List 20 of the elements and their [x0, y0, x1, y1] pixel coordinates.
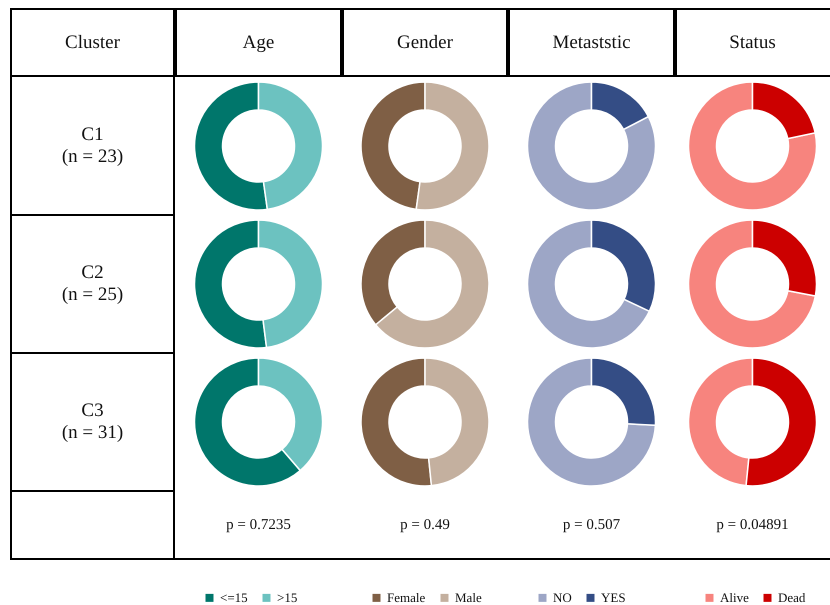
text: p = 0.507 — [562, 516, 622, 535]
legend-label: Female — [387, 590, 426, 605]
legend-label: <=15 — [220, 590, 248, 605]
legend-label: Alive — [720, 590, 750, 605]
text: p = 0.04891 — [715, 516, 790, 535]
text: p = 0.7235 — [225, 516, 292, 535]
chart-title: Status — [675, 8, 830, 77]
text: Cluster — [10, 8, 175, 77]
legend-label: Male — [455, 590, 482, 605]
chart-title: Gender — [342, 8, 508, 77]
legend-label: NO — [553, 590, 572, 605]
text: p = 0.49 — [399, 516, 451, 535]
legend-label: >15 — [277, 590, 298, 605]
chart-title: Metaststic — [508, 8, 675, 77]
text: C1 (n = 23) — [60, 123, 124, 169]
text: C2 (n = 25) — [60, 261, 124, 307]
legend-label: YES — [601, 590, 626, 605]
chart-title: Age — [175, 8, 342, 77]
text: C3 (n = 31) — [60, 399, 124, 445]
legend-label: Dead — [778, 590, 806, 605]
